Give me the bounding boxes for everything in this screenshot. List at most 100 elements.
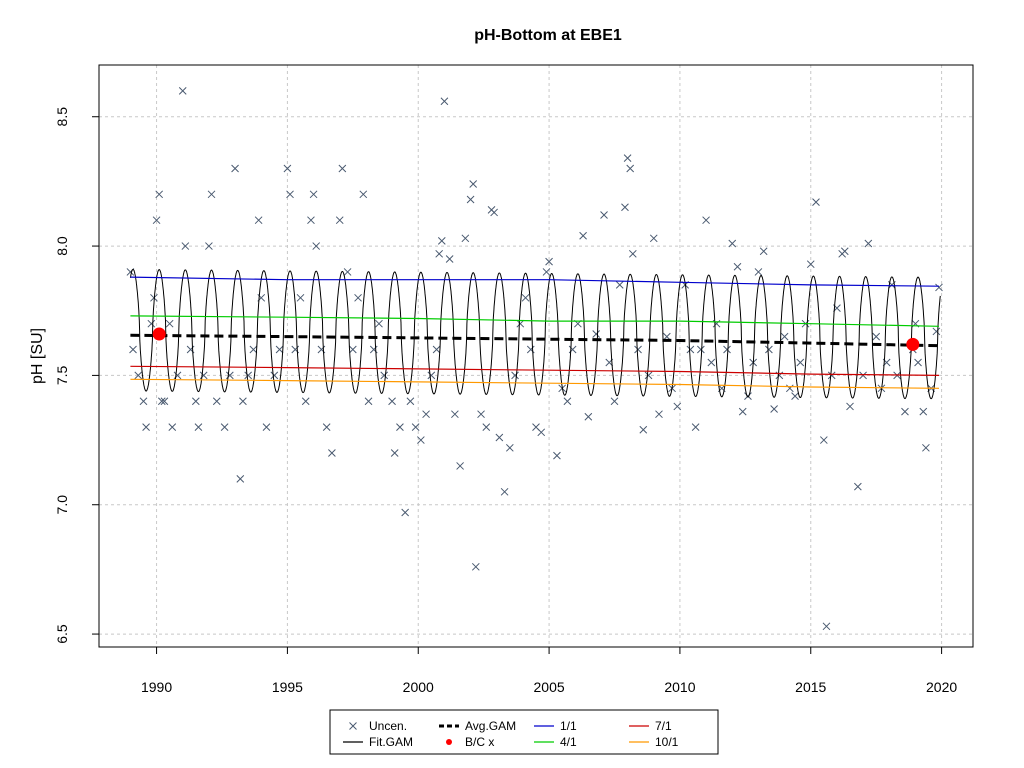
- uncensored-point: [390, 449, 399, 457]
- uncensored-point: [819, 436, 828, 444]
- uncensored-point: [147, 319, 156, 328]
- uncensored-point: [707, 358, 716, 367]
- legend-symbol-uncensored: [349, 722, 357, 730]
- uncensored-point: [422, 410, 430, 419]
- uncensored-point: [388, 397, 396, 406]
- x-tick-label: 1995: [272, 679, 303, 695]
- uncensored-point: [437, 237, 446, 245]
- uncensored-point: [338, 164, 347, 173]
- uncensored-point: [296, 293, 305, 302]
- uncensored-point: [301, 397, 310, 406]
- uncensored-point: [375, 319, 383, 328]
- uncensored-point: [207, 190, 216, 199]
- uncensored-point: [155, 190, 164, 199]
- x-tick-label: 2000: [403, 679, 434, 695]
- uncensored-point: [160, 397, 169, 406]
- uncensored-point: [380, 371, 389, 380]
- uncensored-point: [840, 247, 849, 256]
- y-axis: 6.5 7.0 7.5 8.0 8.5: [54, 107, 99, 644]
- uncensored-point: [914, 358, 922, 367]
- uncensored-point: [542, 268, 551, 276]
- uncensored-point: [440, 97, 449, 106]
- uncensored-point: [157, 397, 166, 406]
- uncensored-point: [765, 345, 773, 354]
- legend-label: 7/1: [655, 719, 672, 733]
- uncensored-point: [286, 190, 294, 199]
- uncensored-point: [584, 412, 593, 421]
- uncensored-point: [445, 255, 454, 263]
- uncensored-point: [728, 239, 737, 248]
- uncensored-point: [307, 216, 315, 225]
- uncensored-point: [796, 358, 805, 367]
- uncensored-point: [673, 402, 682, 411]
- uncensored-point: [592, 330, 601, 338]
- uncensored-point: [194, 423, 203, 431]
- uncensored-point: [686, 345, 695, 354]
- y-tick-label: 7.0: [54, 495, 70, 515]
- plot-frame: [98, 64, 974, 648]
- uncensored-point: [791, 392, 799, 400]
- uncensored-point: [505, 443, 514, 452]
- y-tick-label: 7.5: [54, 365, 70, 385]
- legend-label: Fit.GAM: [369, 735, 413, 749]
- uncensored-point: [335, 216, 344, 225]
- y-tick-label: 6.5: [54, 624, 70, 644]
- y-tick-label: 8.5: [54, 107, 70, 127]
- seasonal-line-1-1: [130, 276, 940, 287]
- uncensored-point: [553, 451, 561, 460]
- legend-label: 4/1: [560, 735, 577, 749]
- uncensored-point: [152, 216, 161, 225]
- legend-label: Uncen.: [369, 719, 407, 733]
- uncensored-point: [181, 242, 190, 250]
- uncensored-point: [511, 371, 519, 380]
- uncensored-point: [691, 423, 700, 431]
- uncensored-point: [191, 397, 200, 406]
- uncensored-point: [723, 345, 731, 354]
- plot-series: [126, 87, 943, 631]
- uncensored-point: [354, 293, 362, 302]
- uncensored-point: [846, 402, 854, 411]
- uncensored-point: [343, 268, 352, 276]
- uncensored-point: [451, 410, 459, 419]
- seasonal-line-7-1: [130, 365, 940, 376]
- uncensored-point: [901, 407, 909, 416]
- seasonal-line-4-1: [130, 315, 940, 327]
- uncensored-point: [244, 371, 253, 380]
- uncensored-point: [417, 436, 425, 444]
- legend-box: [329, 709, 719, 755]
- uncensored-point: [744, 392, 752, 400]
- uncensored-point: [178, 87, 187, 95]
- uncensored-point: [655, 410, 663, 419]
- bc-point: [152, 327, 166, 341]
- uncensored-point: [262, 423, 271, 431]
- uncensored-point: [312, 242, 321, 250]
- uncensored-point: [563, 397, 572, 406]
- uncensored-point: [466, 195, 475, 204]
- uncensored-point: [615, 281, 624, 289]
- legend-label: B/C x: [465, 735, 494, 749]
- uncensored-point: [872, 332, 881, 341]
- legend-label: 10/1: [655, 735, 679, 749]
- uncensored-point: [129, 345, 137, 354]
- fit-gam-line: [129, 268, 941, 400]
- uncensored-point: [579, 231, 587, 240]
- uncensored-point: [411, 423, 420, 431]
- uncensored-point: [139, 397, 148, 406]
- uncensored-point: [401, 508, 410, 517]
- uncensored-point: [435, 249, 444, 258]
- uncensored-point: [212, 397, 221, 406]
- uncensored-point: [610, 397, 619, 406]
- uncensored-point: [490, 208, 498, 217]
- uncensored-point: [733, 262, 742, 271]
- legend-symbol-bc: [446, 739, 452, 745]
- uncensored-point: [806, 260, 815, 269]
- uncensored-point: [471, 562, 480, 571]
- uncensored-point: [495, 433, 504, 442]
- x-tick-label: 2005: [534, 679, 565, 695]
- uncensored-point: [406, 397, 415, 406]
- uncensored-point: [738, 407, 747, 416]
- uncensored-point: [359, 190, 368, 199]
- bc-point: [906, 337, 920, 351]
- uncensored-point: [621, 203, 629, 212]
- uncensored-point: [754, 268, 763, 276]
